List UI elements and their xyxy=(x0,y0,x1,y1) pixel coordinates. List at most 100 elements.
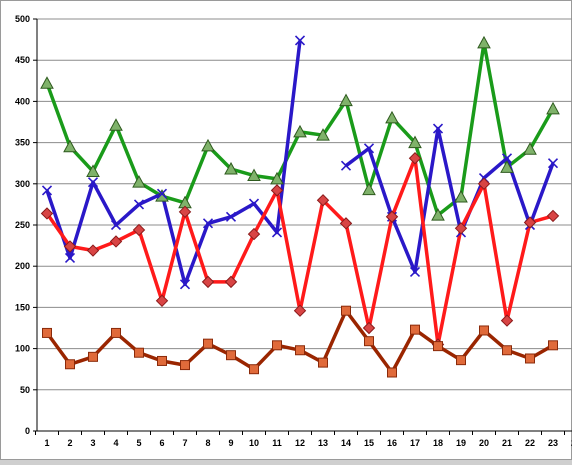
x-tick-label-3: 3 xyxy=(90,438,95,448)
x-axis-tick-labels: 123456789101112131415161718192021222324 xyxy=(44,438,572,448)
series-4-point-14 xyxy=(341,305,351,316)
series-2-point-2 xyxy=(64,252,76,264)
axes xyxy=(33,18,572,435)
series-2-point-10 xyxy=(248,198,260,209)
series-4-point-20 xyxy=(479,325,489,336)
series-1-point-16 xyxy=(385,110,399,124)
series-2-point-17-stroke-b xyxy=(409,266,421,278)
series-3-point-4 xyxy=(109,235,123,248)
series-1-point-18 xyxy=(431,208,445,221)
series-4-point-11 xyxy=(272,340,282,351)
x-tick-label-2: 2 xyxy=(67,438,72,448)
series-1-point-19 xyxy=(454,189,468,203)
series-3-point-20 xyxy=(477,177,491,191)
series-4-point-13 xyxy=(318,357,328,368)
series-4-point-3 xyxy=(88,351,98,362)
series-3-point-1 xyxy=(40,207,54,220)
series-2-point-9 xyxy=(225,211,237,222)
series-1-point-12 xyxy=(293,124,307,138)
y-tick-label-450: 450 xyxy=(15,55,30,65)
x-tick-label-17: 17 xyxy=(410,438,420,448)
x-tick-label-8: 8 xyxy=(205,438,210,448)
series-3-point-14 xyxy=(339,217,353,230)
series-2-point-11-stroke-b xyxy=(271,227,283,238)
x-tick-label-5: 5 xyxy=(136,438,141,448)
series-4-point-10 xyxy=(249,364,259,375)
x-tick-label-19: 19 xyxy=(456,438,466,448)
series-lines xyxy=(45,40,555,375)
x-tick-label-10: 10 xyxy=(249,438,259,448)
x-tick-label-21: 21 xyxy=(502,438,512,448)
x-tick-label-13: 13 xyxy=(318,438,328,448)
series-2-line-segment-2 xyxy=(344,126,555,274)
series-3-point-19 xyxy=(454,222,468,235)
series-1-point-9 xyxy=(224,161,238,175)
series-4-point-1 xyxy=(42,327,52,338)
series-1-point-1 xyxy=(40,76,54,89)
series-1-point-10 xyxy=(247,168,261,182)
y-tick-label-250: 250 xyxy=(15,220,30,230)
series-3-point-7 xyxy=(178,205,192,219)
series-1-point-5 xyxy=(132,175,146,188)
y-tick-label-300: 300 xyxy=(15,179,30,189)
y-tick-label-150: 150 xyxy=(15,302,30,312)
series-2-point-14-stroke-b xyxy=(340,160,352,171)
series-1-point-4 xyxy=(109,118,123,131)
series-1-point-14 xyxy=(339,93,353,107)
series-2-point-5-stroke-b xyxy=(133,199,145,210)
series-1-point-8 xyxy=(201,138,215,152)
series-2-point-8-stroke-b xyxy=(202,218,214,229)
series-4-point-18 xyxy=(433,341,443,352)
series-2-point-4 xyxy=(110,219,122,231)
series-2-point-9-stroke-b xyxy=(225,211,237,222)
series-4-point-19 xyxy=(456,355,466,366)
series-2-point-1 xyxy=(41,185,53,196)
series-4-point-2 xyxy=(65,359,75,370)
series-2-point-8 xyxy=(202,218,214,229)
series-4-point-5 xyxy=(134,347,144,358)
series-1-point-23 xyxy=(546,101,560,115)
series-3-point-9 xyxy=(224,275,238,289)
series-markers xyxy=(40,35,560,378)
series-2-point-7 xyxy=(179,279,191,290)
x-tick-label-20: 20 xyxy=(479,438,489,448)
series-4-point-7 xyxy=(180,360,190,371)
series-2-point-23 xyxy=(547,158,559,169)
series-2-point-11 xyxy=(271,227,283,238)
series-4-point-17 xyxy=(410,324,420,335)
x-tick-label-24: 24 xyxy=(571,438,572,448)
y-tick-label-50: 50 xyxy=(20,385,30,395)
series-2-point-3 xyxy=(87,177,99,188)
series-3-point-11 xyxy=(270,184,284,197)
series-3-point-16 xyxy=(385,210,399,223)
series-2-point-15-stroke-b xyxy=(363,143,375,154)
series-2-point-21-stroke-b xyxy=(501,153,513,164)
series-4-line xyxy=(45,308,554,375)
series-3-point-10 xyxy=(247,227,261,241)
x-tick-label-14: 14 xyxy=(341,438,351,448)
y-tick-label-0: 0 xyxy=(25,426,30,436)
series-2-point-18 xyxy=(432,123,444,134)
series-1-point-13 xyxy=(316,128,330,141)
series-3-point-8 xyxy=(201,275,215,289)
series-2-point-6-stroke-b xyxy=(156,188,168,199)
series-2-point-6 xyxy=(156,188,168,199)
series-1-point-22 xyxy=(523,142,537,155)
series-4-point-6 xyxy=(157,355,167,366)
gridlines xyxy=(37,18,572,391)
series-1-point-20 xyxy=(477,35,491,49)
y-tick-label-200: 200 xyxy=(15,261,30,271)
y-axis-tick-labels: 0 50 100 150 200 250 300 350 400 450 500 xyxy=(15,14,30,436)
series-3-point-23 xyxy=(546,209,560,223)
series-4-point-4 xyxy=(111,327,121,338)
x-tick-label-9: 9 xyxy=(228,438,233,448)
y-tick-label-500: 500 xyxy=(15,14,30,24)
series-1-point-21 xyxy=(500,160,514,173)
x-tick-label-18: 18 xyxy=(433,438,443,448)
x-tick-label-11: 11 xyxy=(272,438,282,448)
y-tick-label-400: 400 xyxy=(15,96,30,106)
series-2-point-5 xyxy=(133,199,145,210)
series-3-point-17 xyxy=(408,152,422,165)
